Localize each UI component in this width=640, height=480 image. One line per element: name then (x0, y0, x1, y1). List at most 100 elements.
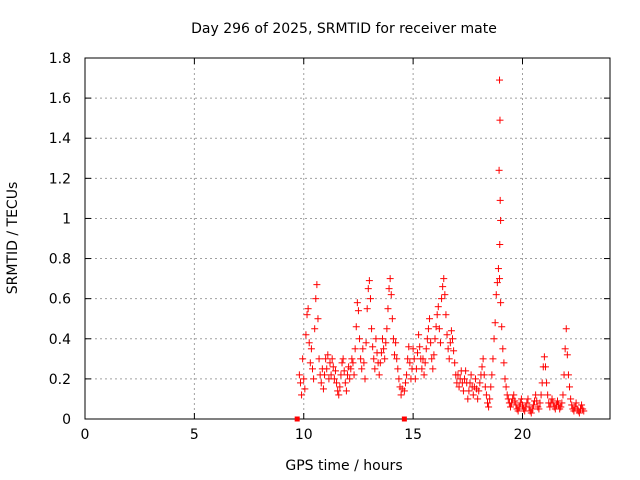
data-point (430, 351, 438, 359)
data-point (506, 403, 514, 411)
data-point (340, 367, 348, 375)
data-point (311, 325, 319, 333)
data-point (384, 305, 392, 313)
data-point (298, 391, 306, 399)
data-point (330, 375, 338, 383)
data-point (323, 365, 331, 373)
data-point (401, 379, 409, 387)
data-point (475, 387, 483, 395)
data-point (395, 375, 403, 383)
data-point (567, 395, 575, 403)
data-point (543, 379, 551, 387)
data-point (366, 295, 374, 303)
data-point (307, 345, 315, 353)
data-point (375, 371, 383, 379)
data-point (485, 403, 493, 411)
plot-frame (84, 57, 611, 420)
data-point (352, 323, 360, 331)
data-point (377, 349, 385, 357)
data-point (326, 359, 334, 367)
data-point (559, 391, 567, 399)
x-tick-labels: 0 5 10 15 20 (81, 427, 532, 443)
data-point (580, 407, 588, 415)
data-point (388, 315, 396, 323)
data-point (424, 325, 432, 333)
x-tick-label: 20 (514, 427, 532, 443)
data-point (491, 319, 499, 327)
y-tick-label: 1 (62, 211, 71, 227)
data-point (494, 265, 502, 273)
data-point (404, 355, 412, 363)
data-point (353, 299, 361, 307)
data-point (487, 383, 495, 391)
data-point (334, 387, 342, 395)
data-point (328, 355, 336, 363)
data-point (372, 335, 380, 343)
data-point (327, 371, 335, 379)
y-tick-label: 0.8 (49, 252, 71, 268)
data-point (578, 401, 586, 409)
data-point (303, 311, 311, 319)
data-point (387, 291, 395, 299)
data-point (461, 375, 469, 383)
y-tick-labels: 0 0.2 0.4 0.6 0.8 1 1.2 1.4 1.6 1.8 (49, 51, 71, 428)
data-point (406, 359, 414, 367)
data-point (295, 371, 303, 379)
chart-title: Day 296 of 2025, SRMTID for receiver mat… (191, 21, 497, 37)
data-point (382, 339, 390, 347)
data-point (548, 395, 556, 403)
data-point (304, 305, 312, 313)
data-point (434, 303, 442, 311)
data-point (558, 399, 566, 407)
data-point (416, 343, 424, 351)
data-point (403, 371, 411, 379)
data-point (349, 359, 357, 367)
data-point (394, 365, 402, 373)
data-point (517, 395, 525, 403)
data-point (319, 385, 327, 393)
data-point (423, 335, 431, 343)
data-point (415, 331, 423, 339)
data-point (561, 345, 569, 353)
data-point (444, 345, 452, 353)
data-point (562, 325, 570, 333)
x-tick-label: 15 (404, 427, 422, 443)
data-point (312, 295, 320, 303)
data-point (331, 367, 339, 375)
data-point (427, 339, 435, 347)
data-point (566, 383, 574, 391)
data-point (419, 355, 427, 363)
data-point (336, 383, 344, 391)
y-tick-label: 0.2 (49, 372, 71, 388)
data-point (333, 379, 341, 387)
data-point (358, 365, 366, 373)
x-tick-label: 10 (295, 427, 313, 443)
gap-marker (294, 416, 300, 422)
data-point (563, 351, 571, 359)
data-point (309, 365, 316, 373)
data-point (422, 345, 430, 353)
data-point (499, 345, 507, 353)
data-point (497, 299, 505, 307)
data-point (405, 343, 413, 351)
y-axis-label: SRMTID / TECUs (5, 182, 21, 295)
x-axis-label: GPS time / hours (285, 458, 402, 474)
data-point (344, 371, 351, 379)
data-point (411, 375, 419, 383)
data-point (359, 345, 367, 353)
data-point (409, 345, 417, 353)
data-point (511, 397, 519, 405)
data-point (443, 331, 451, 339)
data-point (502, 383, 510, 391)
data-point (426, 315, 434, 323)
data-point (564, 371, 572, 379)
data-point (497, 216, 505, 224)
data-point (356, 335, 364, 343)
data-point (439, 283, 447, 291)
data-point (351, 345, 359, 353)
data-point (467, 371, 475, 379)
data-point (442, 311, 450, 319)
data-point (445, 355, 453, 363)
data-point (365, 277, 373, 285)
